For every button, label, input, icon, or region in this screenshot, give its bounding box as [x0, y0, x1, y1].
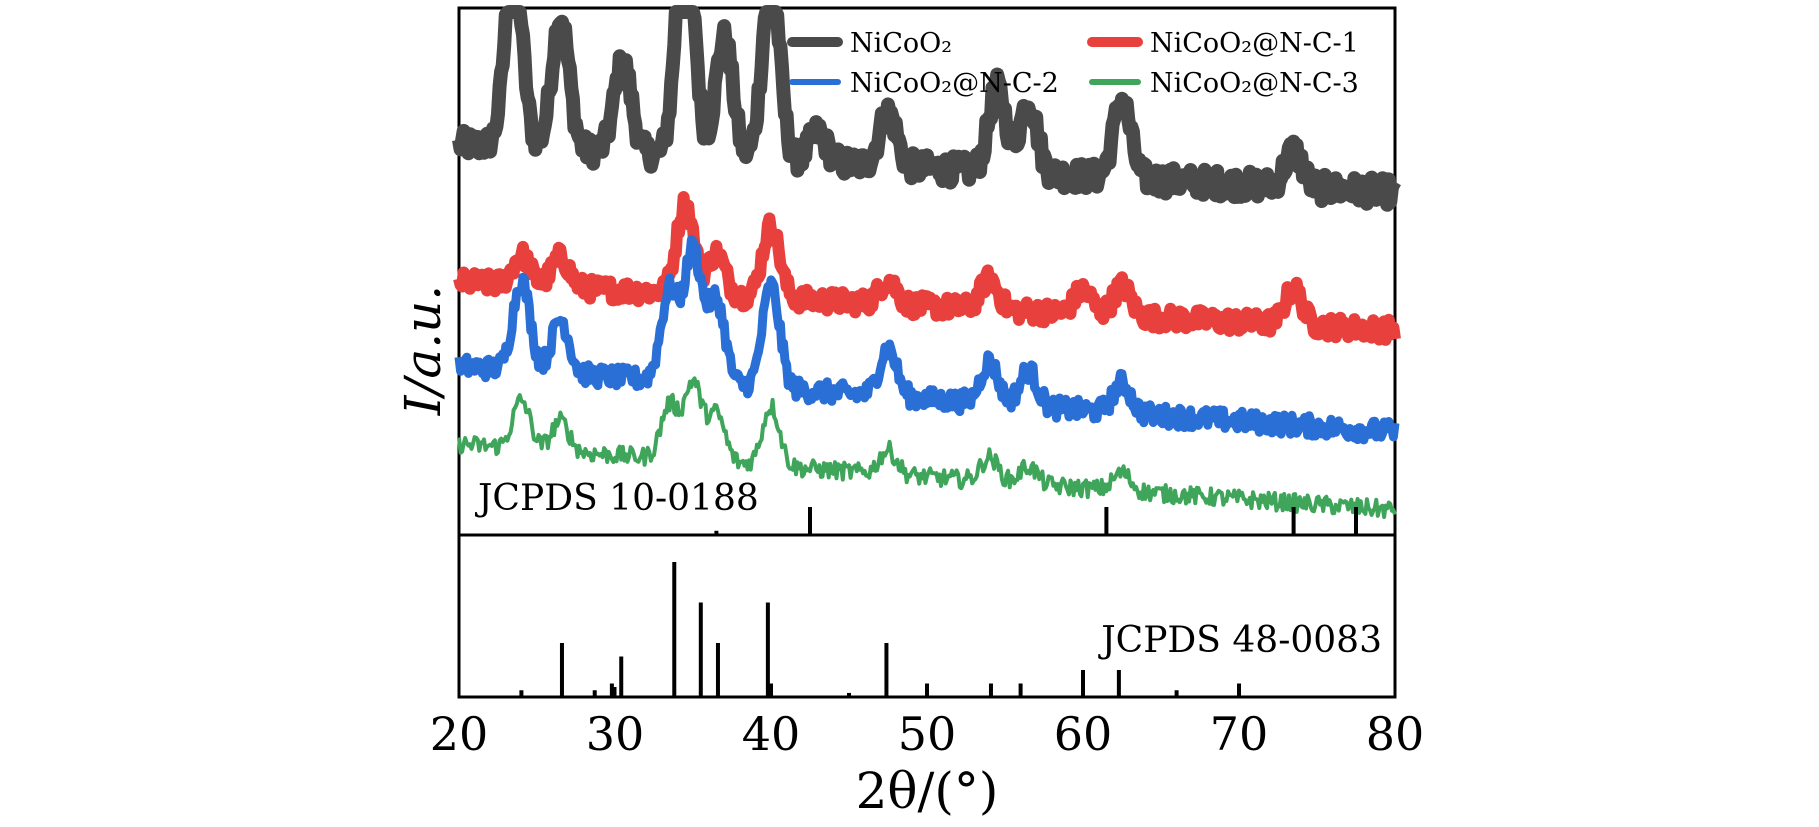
series-line-2	[454, 235, 1400, 445]
reference-top-layer	[714, 507, 1358, 535]
legend-label-3: NiCoO₂@N-C-3	[1150, 68, 1359, 99]
x-tick-label-3: 50	[898, 707, 957, 761]
series-line-0	[452, 5, 1401, 212]
reference-label-bottom: JCPDS 48-0083	[1097, 620, 1382, 661]
x-tick-label-2: 40	[742, 707, 801, 761]
x-tick-label-1: 30	[586, 707, 645, 761]
series-layer	[452, 5, 1401, 519]
x-tick-label-5: 70	[1210, 707, 1269, 761]
x-tick-layer: 20 30 40 50 60 70 80	[430, 687, 1425, 761]
x-tick-label-6: 80	[1366, 707, 1425, 761]
legend-label-2: NiCoO₂@N-C-2	[850, 68, 1059, 99]
legend: NiCoO₂ NiCoO₂@N-C-1 NiCoO₂@N-C-2 NiCoO₂@…	[787, 28, 1359, 99]
legend-label-0: NiCoO₂	[850, 28, 952, 59]
x-axis-title: 2θ/(°)	[856, 762, 999, 820]
series-line-1	[453, 191, 1401, 346]
x-tick-label-4: 60	[1054, 707, 1113, 761]
reference-label-top: JCPDS 10-0188	[474, 478, 759, 519]
x-tick-label-0: 20	[430, 707, 489, 761]
legend-label-1: NiCoO₂@N-C-1	[1150, 28, 1359, 59]
series-line-3	[457, 376, 1397, 519]
reference-panel-frame	[457, 533, 1397, 699]
y-axis-title: I/a.u.	[394, 285, 452, 416]
